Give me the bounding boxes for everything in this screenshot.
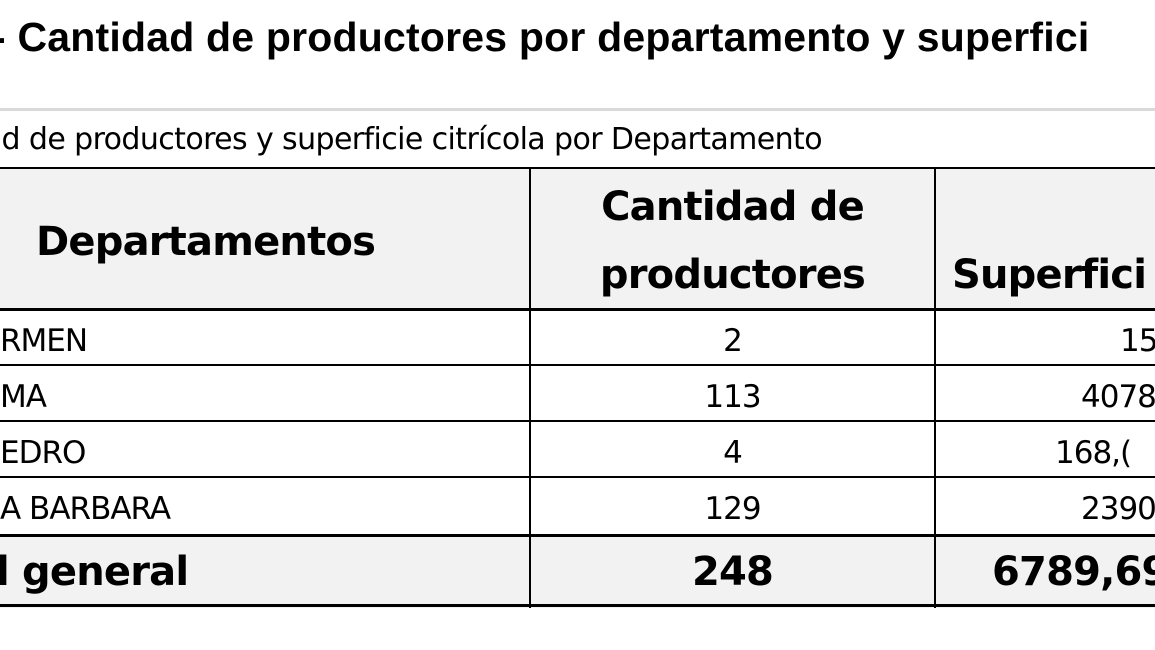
cell-superficie: 2390 — [1081, 491, 1155, 527]
document-heading: - Cantidad de productores por departamen… — [0, 14, 1090, 60]
cell-productores: 2 — [723, 323, 743, 359]
table-column-divider — [529, 167, 531, 608]
producers-table: Departamentos Cantidad de productores Su… — [0, 167, 1155, 608]
cell-superficie: 15 — [1120, 323, 1155, 359]
table-border-bottom — [0, 604, 1155, 607]
cell-productores: 113 — [704, 379, 761, 415]
table-header-border — [0, 308, 1155, 311]
header-superficie: Superfici — [952, 252, 1147, 298]
table-total-border — [0, 534, 1155, 537]
header-productores-line1: Cantidad de — [601, 184, 865, 230]
cell-superficie: 4078 — [1081, 379, 1155, 415]
total-productores: 248 — [691, 549, 774, 595]
cell-departamento: MA — [0, 379, 47, 415]
table-row-border — [0, 476, 1155, 478]
total-label: l general — [0, 549, 189, 595]
table-row-border — [0, 420, 1155, 422]
header-departamentos: Departamentos — [36, 219, 376, 265]
table-row-border — [0, 364, 1155, 366]
heading-divider — [0, 108, 1155, 111]
table-border-top — [0, 167, 1155, 169]
cell-superficie: 168,( — [1055, 435, 1132, 471]
cell-productores: 129 — [704, 491, 761, 527]
cell-departamento: RMEN — [0, 323, 88, 359]
table-total-background — [0, 536, 1155, 608]
table-header-background — [0, 167, 1155, 309]
header-productores-line2: productores — [599, 252, 866, 298]
cell-departamento: EDRO — [0, 435, 86, 471]
cell-productores: 4 — [723, 435, 743, 471]
cell-departamento: A BARBARA — [0, 491, 171, 527]
table-caption: lad de productores y superficie citrícol… — [0, 122, 823, 157]
total-superficie: 6789,69 — [992, 549, 1155, 595]
table-column-divider — [934, 167, 936, 608]
